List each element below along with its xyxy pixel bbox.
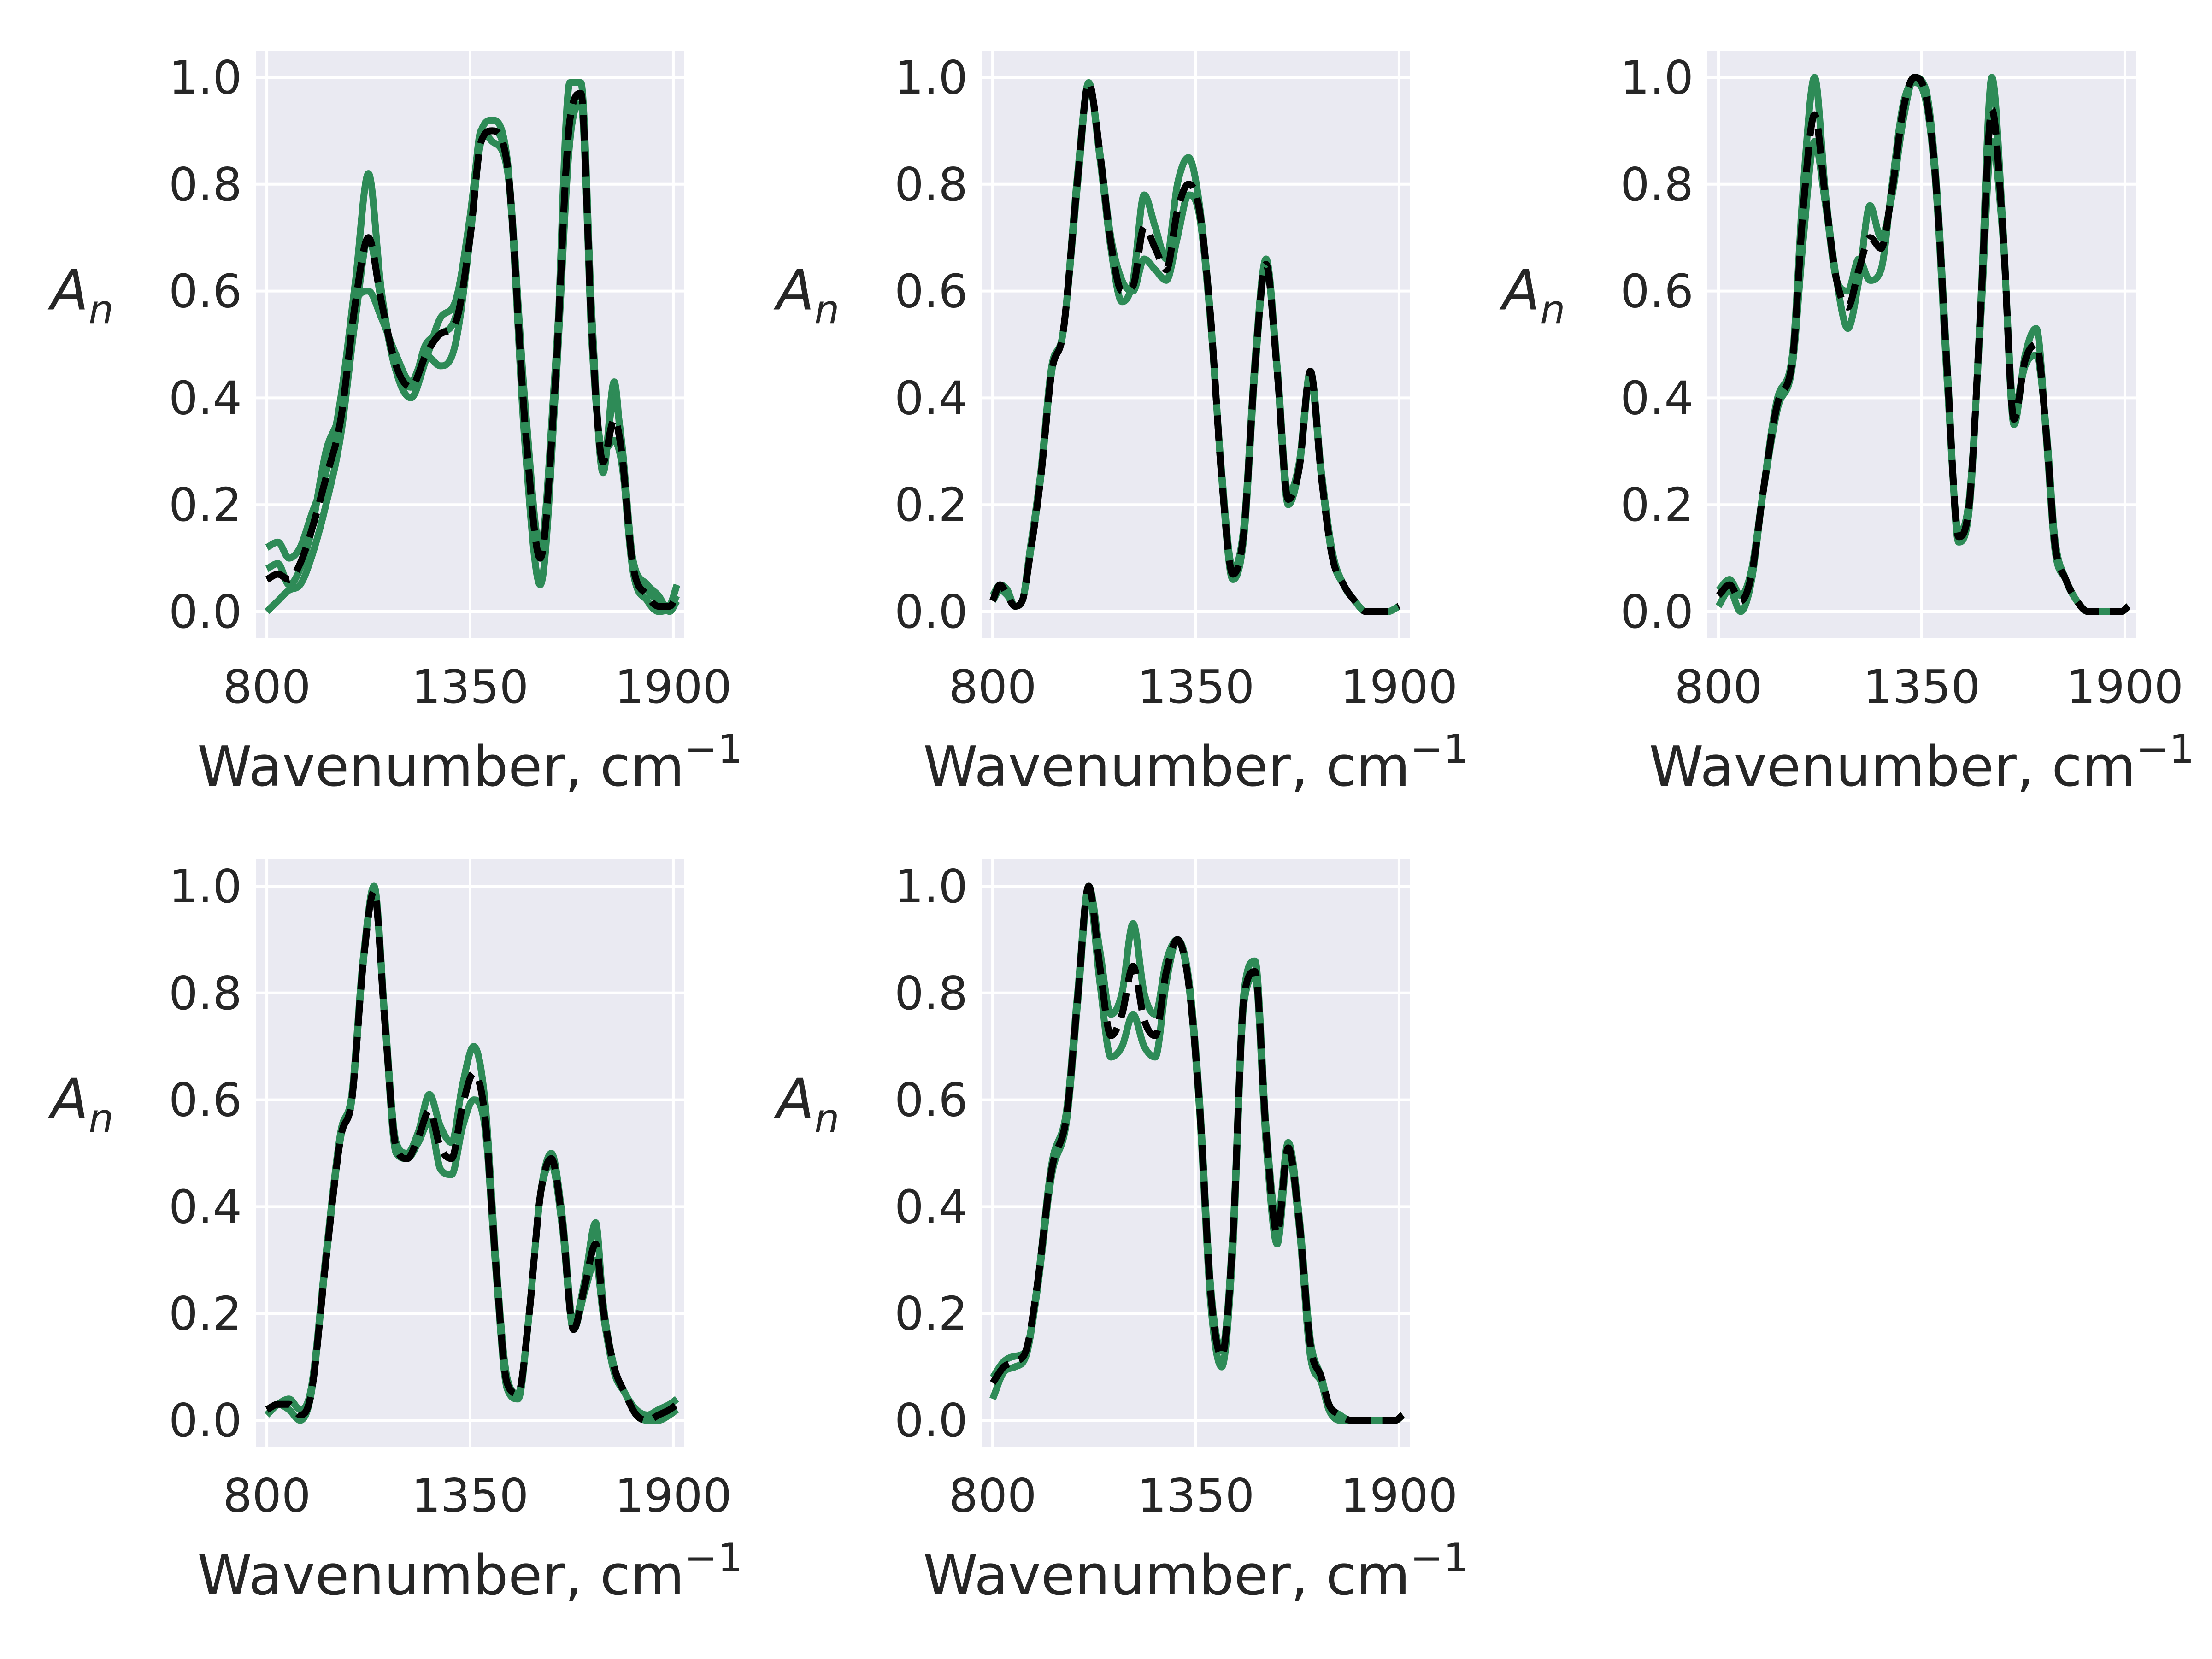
x-tick-label: 800	[949, 1469, 1037, 1523]
x-tick-label: 800	[1675, 660, 1763, 714]
y-tick-label: 0.6	[169, 265, 242, 318]
y-tick-label: 0.8	[1620, 158, 1694, 212]
mean-series-line	[265, 90, 680, 610]
y-axis-label-subscript: n	[814, 1096, 840, 1142]
x-axis-label-superscript: −1	[684, 1535, 743, 1581]
y-tick-label: 0.0	[894, 585, 968, 639]
x-axis-label: Wavenumber, cm−1	[923, 1535, 1469, 1608]
mean-series-line	[989, 882, 1405, 1424]
x-axis-label-superscript: −1	[2136, 726, 2194, 772]
subplot-5: 800 1350 1900 0.0 0.2 0.4 0.6 0.8 1.0 Wavenumber,…	[773, 859, 1469, 1608]
y-tick-label: 0.4	[1620, 371, 1694, 425]
y-tick-label: 0.6	[894, 1073, 968, 1127]
y-tick-label: 0.2	[169, 1287, 242, 1341]
x-tick-label: 1900	[2066, 660, 2184, 714]
x-tick-label: 800	[223, 660, 311, 714]
y-tick-label: 0.6	[1620, 265, 1694, 318]
y-tick-label: 0.4	[169, 371, 242, 425]
y-tick-label: 0.8	[894, 966, 968, 1020]
y-tick-label: 0.8	[894, 158, 968, 212]
x-axis-label: Wavenumber, cm−1	[1649, 726, 2194, 799]
y-tick-label: 0.0	[894, 1394, 968, 1447]
y-tick-label: 0.0	[169, 585, 242, 639]
y-tick-label: 1.0	[1620, 51, 1694, 105]
y-tick-label: 0.6	[894, 265, 968, 318]
x-tick-label: 1900	[1341, 660, 1458, 714]
x-axis-label: Wavenumber, cm−1	[197, 726, 743, 799]
x-tick-label: 800	[223, 1469, 311, 1523]
x-axis-label: Wavenumber, cm−1	[197, 1535, 743, 1608]
x-tick-label: 1350	[1863, 660, 1981, 714]
x-tick-label: 1350	[412, 660, 529, 714]
y-axis-label-subscript: n	[88, 287, 114, 333]
x-axis-label-superscript: −1	[1410, 1535, 1469, 1581]
y-tick-label: 0.2	[169, 478, 242, 532]
y-axis-label-subscript: n	[88, 1096, 114, 1142]
y-tick-label: 0.8	[169, 158, 242, 212]
mean-series-line	[1716, 74, 2131, 615]
subplot-3: 800 1350 1900 0.0 0.2 0.4 0.6 0.8 1.0 Wavenumber,…	[1499, 51, 2194, 799]
y-tick-label: 0.0	[1620, 585, 1694, 639]
x-tick-label: 1350	[412, 1469, 529, 1523]
y-tick-label: 1.0	[169, 859, 242, 913]
subplot-2: 800 1350 1900 0.0 0.2 0.4 0.6 0.8 1.0 Wavenumber,…	[773, 51, 1469, 799]
x-tick-label: 1350	[1137, 1469, 1255, 1523]
y-axis-label: An	[1499, 259, 1565, 333]
x-axis-label-superscript: −1	[684, 726, 743, 772]
x-tick-label: 1900	[615, 1469, 732, 1523]
y-tick-label: 0.8	[169, 966, 242, 1020]
x-tick-label: 1900	[615, 660, 732, 714]
x-tick-label: 800	[949, 660, 1037, 714]
x-tick-label: 1350	[1137, 660, 1255, 714]
x-axis-label: Wavenumber, cm−1	[923, 726, 1469, 799]
y-axis-label: An	[47, 259, 114, 333]
mean-series-line	[265, 888, 679, 1424]
y-axis-label: An	[47, 1068, 114, 1142]
y-tick-label: 0.0	[169, 1394, 242, 1447]
y-tick-label: 0.4	[894, 1180, 968, 1234]
subplot-4: 800 1350 1900 0.0 0.2 0.4 0.6 0.8 1.0 Wavenumber,…	[47, 859, 743, 1608]
subplot-1: 800 1350 1900 0.0 0.2 0.4 0.6 0.8 1.0 Wavenumber,…	[47, 51, 743, 799]
bound-series-line-2	[989, 79, 1401, 615]
y-tick-label: 1.0	[169, 51, 242, 105]
y-axis-label: An	[773, 1068, 840, 1142]
y-tick-label: 0.2	[894, 1287, 968, 1341]
x-tick-label: 1900	[1341, 1469, 1458, 1523]
y-tick-label: 0.2	[894, 478, 968, 532]
x-axis-label-superscript: −1	[1410, 726, 1469, 772]
y-tick-label: 0.2	[1620, 478, 1694, 532]
y-tick-label: 0.4	[894, 371, 968, 425]
y-tick-label: 0.6	[169, 1073, 242, 1127]
y-tick-label: 0.4	[169, 1180, 242, 1234]
y-tick-label: 1.0	[894, 51, 968, 105]
y-axis-label-subscript: n	[1540, 287, 1565, 333]
y-axis-label: An	[773, 259, 840, 333]
y-tick-label: 1.0	[894, 859, 968, 913]
y-axis-label-subscript: n	[814, 287, 840, 333]
mean-series-line	[989, 79, 1401, 615]
